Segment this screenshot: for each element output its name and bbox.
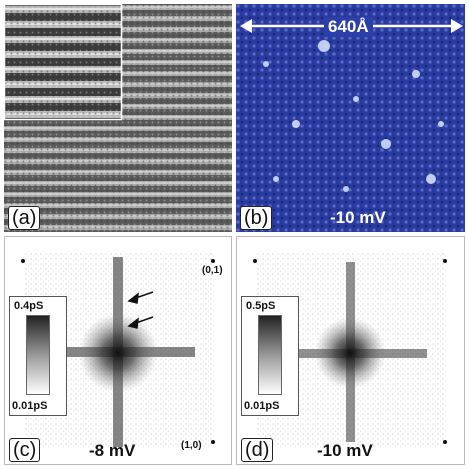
panel-d-bias: -10 mV — [317, 441, 373, 460]
panel-d-fft: 0.5pS 0.01pS (d) -10 mV — [236, 236, 465, 465]
colorbar-max-label: 0.5pS — [246, 300, 276, 312]
panel-b-label: (b) — [240, 206, 273, 230]
colorbar: 0.4pS 0.01pS — [9, 296, 67, 416]
panel-b-conductance-map: 640Å (b) -10 mV — [236, 4, 465, 232]
colorbar-gradient — [26, 315, 50, 395]
panel-a-topograph: (a) — [4, 4, 232, 232]
conductance-image — [236, 4, 465, 232]
colorbar-max-label: 0.4pS — [14, 300, 44, 312]
panel-c-label: (c) — [9, 438, 41, 462]
peak-label-10: (1,0) — [181, 440, 202, 451]
topograph-image — [4, 4, 232, 232]
peak-label-01: (0,1) — [202, 265, 223, 276]
panel-c-bias: -8 mV — [89, 441, 136, 460]
colorbar-gradient — [258, 315, 282, 395]
colorbar: 0.5pS 0.01pS — [241, 296, 299, 416]
panel-d-label: (d) — [241, 438, 274, 462]
panel-b-bias: -10 mV — [330, 208, 386, 227]
panel-c-fft: 0.4pS 0.01pS (0,1) (1,0) (c) -8 mV — [4, 236, 232, 465]
panel-a-label: (a) — [8, 206, 41, 230]
colorbar-min-label: 0.01pS — [12, 400, 48, 412]
colorbar-min-label: 0.01pS — [244, 400, 280, 412]
scale-bar-label: 640Å — [324, 17, 373, 37]
